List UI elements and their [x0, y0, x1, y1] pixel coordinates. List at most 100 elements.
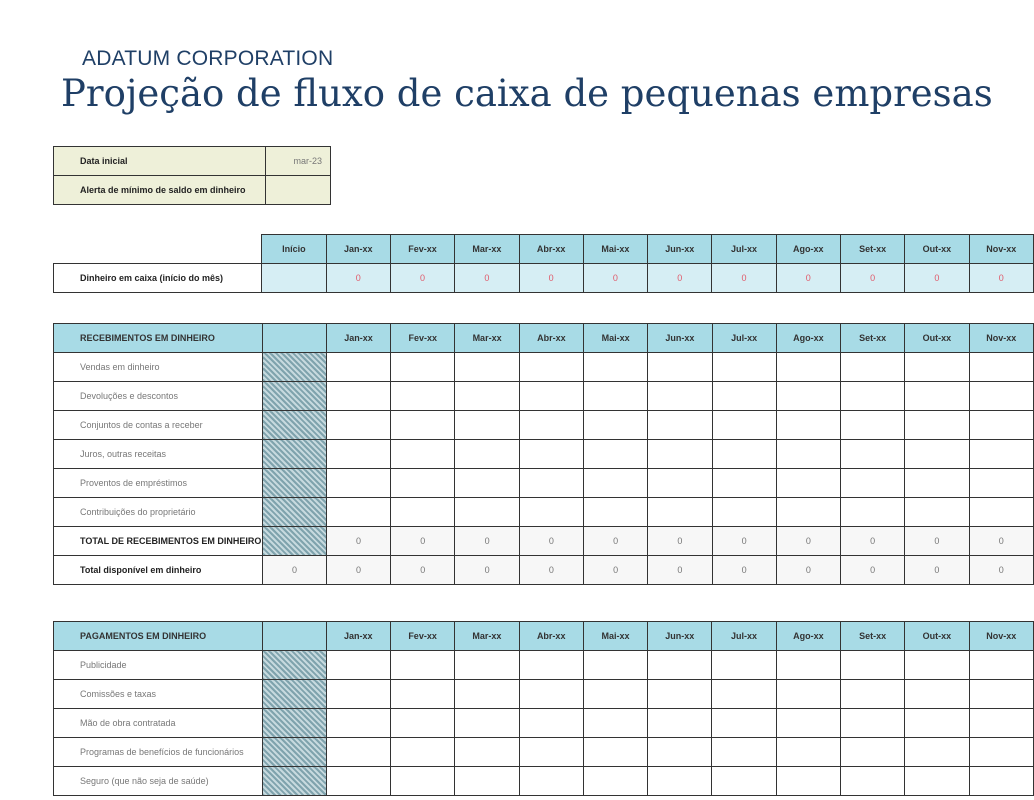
input-cell[interactable]: [518, 766, 584, 796]
input-cell[interactable]: [325, 439, 392, 469]
input-cell[interactable]: [518, 497, 584, 527]
input-cell[interactable]: [711, 410, 777, 440]
input-cell[interactable]: [325, 650, 391, 680]
input-cell[interactable]: [325, 679, 391, 709]
input-cell[interactable]: [968, 650, 1034, 680]
input-cell[interactable]: [647, 352, 713, 382]
cash-value-cell[interactable]: 0: [904, 263, 970, 293]
cash-value-cell[interactable]: 0: [775, 263, 841, 293]
input-cell[interactable]: [904, 410, 970, 440]
input-cell[interactable]: [389, 766, 456, 796]
input-cell[interactable]: [904, 737, 970, 767]
input-cell[interactable]: [775, 381, 842, 411]
input-cell[interactable]: [775, 352, 842, 382]
input-cell[interactable]: [454, 650, 520, 680]
input-cell[interactable]: [968, 679, 1034, 709]
input-cell[interactable]: [454, 381, 520, 411]
input-cell[interactable]: [840, 650, 906, 680]
cash-value-cell[interactable]: 0: [839, 263, 906, 293]
input-cell[interactable]: [454, 679, 520, 709]
input-cell[interactable]: [647, 737, 713, 767]
input-cell[interactable]: [647, 468, 713, 498]
cash-start-cell[interactable]: [261, 263, 327, 293]
input-cell[interactable]: [325, 410, 392, 440]
input-cell[interactable]: [711, 497, 777, 527]
input-cell[interactable]: [325, 766, 391, 796]
input-cell[interactable]: [904, 766, 970, 796]
input-cell[interactable]: [325, 381, 392, 411]
input-cell[interactable]: [840, 766, 906, 796]
cash-value-cell[interactable]: 0: [325, 263, 391, 293]
input-cell[interactable]: [904, 439, 970, 469]
input-cell[interactable]: [647, 708, 713, 738]
input-cell[interactable]: [968, 381, 1034, 411]
input-cell[interactable]: [775, 737, 842, 767]
cash-value-cell[interactable]: 0: [582, 263, 649, 293]
cash-value-cell[interactable]: 0: [647, 263, 713, 293]
input-cell[interactable]: [454, 468, 520, 498]
input-cell[interactable]: [775, 766, 842, 796]
input-cell[interactable]: [968, 352, 1034, 382]
input-cell[interactable]: [518, 708, 584, 738]
cash-value-cell[interactable]: 0: [389, 263, 456, 293]
input-cell[interactable]: [711, 352, 777, 382]
input-cell[interactable]: [325, 708, 391, 738]
input-cell[interactable]: [582, 497, 649, 527]
input-cell[interactable]: [775, 650, 842, 680]
input-cell[interactable]: [904, 381, 970, 411]
input-cell[interactable]: [840, 381, 906, 411]
input-cell[interactable]: [582, 708, 649, 738]
input-cell[interactable]: [582, 766, 649, 796]
input-cell[interactable]: [711, 679, 777, 709]
input-cell[interactable]: [454, 352, 520, 382]
input-cell[interactable]: [840, 352, 906, 382]
input-cell[interactable]: [518, 352, 584, 382]
cash-value-cell[interactable]: 0: [454, 263, 520, 293]
input-cell[interactable]: [518, 737, 584, 767]
input-cell[interactable]: [711, 708, 777, 738]
input-cell[interactable]: [390, 439, 456, 469]
input-cell[interactable]: [968, 708, 1034, 738]
input-cell[interactable]: [518, 679, 584, 709]
input-cell[interactable]: [518, 439, 584, 469]
input-cell[interactable]: [775, 468, 842, 498]
input-cell[interactable]: [711, 468, 777, 498]
input-cell[interactable]: [968, 766, 1034, 796]
input-cell[interactable]: [904, 352, 970, 382]
input-cell[interactable]: [840, 708, 906, 738]
cash-value-cell[interactable]: 0: [968, 263, 1034, 293]
input-cell[interactable]: [840, 497, 906, 527]
input-cell[interactable]: [647, 439, 713, 469]
input-cell[interactable]: [904, 468, 970, 498]
input-cell[interactable]: [904, 708, 970, 738]
input-cell[interactable]: [775, 679, 842, 709]
input-cell[interactable]: [454, 737, 520, 767]
input-cell[interactable]: [390, 468, 456, 498]
input-cell[interactable]: [325, 497, 392, 527]
input-cell[interactable]: [389, 708, 456, 738]
input-cell[interactable]: [390, 381, 456, 411]
input-cell[interactable]: [647, 679, 713, 709]
input-cell[interactable]: [711, 439, 777, 469]
input-cell[interactable]: [711, 766, 777, 796]
input-cell[interactable]: [840, 410, 906, 440]
input-cell[interactable]: [968, 468, 1034, 498]
input-cell[interactable]: [775, 410, 842, 440]
input-cell[interactable]: [518, 650, 584, 680]
input-cell[interactable]: [840, 439, 906, 469]
input-cell[interactable]: [775, 708, 842, 738]
input-cell[interactable]: [904, 650, 970, 680]
input-cell[interactable]: [582, 468, 649, 498]
input-cell[interactable]: [647, 497, 713, 527]
input-cell[interactable]: [390, 497, 456, 527]
cash-value-cell[interactable]: 0: [711, 263, 777, 293]
input-cell[interactable]: [647, 766, 713, 796]
input-cell[interactable]: [454, 439, 520, 469]
input-cell[interactable]: [390, 352, 456, 382]
cash-value-cell[interactable]: 0: [518, 263, 584, 293]
input-cell[interactable]: [840, 468, 906, 498]
input-cell[interactable]: [840, 679, 906, 709]
input-cell[interactable]: [582, 410, 649, 440]
input-cell[interactable]: [582, 679, 649, 709]
input-cell[interactable]: [711, 381, 777, 411]
